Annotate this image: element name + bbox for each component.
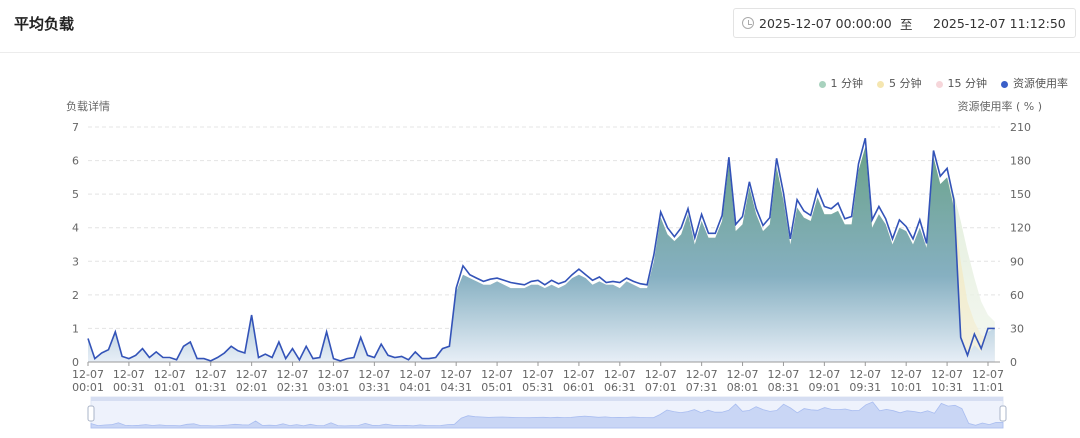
- usage-line: [87, 137, 995, 362]
- x-tick-label: 12-07: [767, 368, 799, 381]
- x-tick-label: 12-07: [890, 368, 922, 381]
- range-start-input[interactable]: 2025-12-07 00:00:00: [759, 15, 892, 31]
- x-tick-label: 12-07: [808, 368, 840, 381]
- x-tick-label: 07:01: [645, 381, 677, 394]
- left-axis-name: 负载详情: [66, 99, 110, 113]
- x-tick-label: 12-07: [563, 368, 595, 381]
- range-end-input[interactable]: 2025-12-07 11:12:50: [933, 15, 1066, 31]
- range-separator: 至: [900, 16, 913, 32]
- x-tick-label: 06:31: [604, 381, 636, 394]
- x-tick-label: 11:01: [972, 381, 1004, 394]
- x-tick-label: 10:31: [931, 381, 963, 394]
- legend-label: 5 分钟: [889, 77, 922, 90]
- x-tick-label: 12-07: [645, 368, 677, 381]
- x-tick-label: 12-07: [727, 368, 759, 381]
- legend-item-usage[interactable]: 资源使用率: [1001, 75, 1068, 91]
- y-left-tick-label: 7: [72, 121, 79, 134]
- legend-label: 15 分钟: [947, 77, 988, 90]
- chart-legend: 1 分钟 5 分钟 15 分钟 资源使用率: [818, 75, 1068, 91]
- x-tick-label: 12-07: [399, 368, 431, 381]
- x-tick-label: 04:31: [440, 381, 472, 394]
- legend-item-load5[interactable]: 5 分钟: [877, 75, 922, 91]
- y-right-tick-label: 90: [1010, 255, 1024, 268]
- x-tick-label: 06:01: [563, 381, 595, 394]
- x-tick-label: 08:31: [768, 381, 800, 394]
- y-left-tick-label: 6: [72, 155, 79, 168]
- y-left-tick-label: 3: [72, 255, 79, 268]
- x-tick-label: 12-07: [604, 368, 636, 381]
- legend-item-load15[interactable]: 15 分钟: [935, 75, 988, 91]
- x-tick-label: 02:31: [277, 381, 309, 394]
- x-tick-label: 12-07: [686, 368, 718, 381]
- legend-dot-icon: [877, 80, 884, 88]
- x-tick-label: 12-07: [236, 368, 268, 381]
- y-left-tick-label: 4: [72, 222, 79, 235]
- legend-item-load1[interactable]: 1 分钟: [818, 75, 864, 91]
- x-tick-label: 05:31: [522, 381, 554, 394]
- x-tick-label: 01:01: [154, 381, 186, 394]
- x-tick-label: 12-07: [972, 368, 1004, 381]
- zoom-preview-area: [90, 401, 1004, 429]
- x-tick-label: 12-07: [113, 368, 145, 381]
- zoom-slider-bar: [91, 397, 1003, 401]
- x-tick-label: 12-07: [317, 368, 349, 381]
- y-right-tick-label: 0: [1010, 356, 1017, 369]
- x-tick-label: 12-07: [72, 368, 104, 381]
- x-tick-label: 12-07: [931, 368, 963, 381]
- x-tick-label: 07:31: [686, 381, 718, 394]
- x-tick-label: 09:31: [849, 381, 881, 394]
- x-tick-label: 12-07: [358, 368, 390, 381]
- x-tick-label: 00:31: [113, 381, 145, 394]
- x-tick-label: 09:01: [809, 381, 841, 394]
- legend-dot-icon: [818, 80, 826, 88]
- y-left-tick-label: 0: [72, 356, 79, 369]
- page-title: 平均负载: [14, 15, 75, 33]
- legend-dot-icon: [1001, 80, 1008, 88]
- x-tick-label: 02:01: [236, 381, 268, 394]
- y-right-tick-label: 120: [1010, 222, 1031, 235]
- x-tick-label: 12-07: [481, 368, 513, 381]
- x-tick-label: 12-07: [154, 368, 186, 381]
- zoom-handle-left[interactable]: [87, 405, 95, 422]
- x-tick-label: 12-07: [522, 368, 554, 381]
- x-tick-label: 03:01: [318, 381, 350, 394]
- date-range-picker[interactable]: 2025-12-07 00:00:00 至 2025-12-07 11:12:5…: [733, 8, 1076, 38]
- y-right-tick-label: 150: [1010, 188, 1031, 201]
- x-tick-label: 01:31: [195, 381, 227, 394]
- y-right-tick-label: 210: [1010, 121, 1031, 134]
- y-right-tick-label: 30: [1010, 322, 1024, 335]
- right-axis-name: 资源使用率 ( % ): [957, 99, 1042, 113]
- x-tick-label: 12-07: [849, 368, 881, 381]
- x-tick-label: 04:01: [399, 381, 431, 394]
- x-tick-label: 03:31: [359, 381, 391, 394]
- legend-label: 资源使用率: [1013, 77, 1068, 90]
- zoom-handle-right[interactable]: [999, 405, 1007, 422]
- x-tick-label: 08:01: [727, 381, 759, 394]
- header-divider: [0, 52, 1080, 53]
- y-left-tick-label: 2: [72, 289, 79, 302]
- clock-icon: [742, 17, 754, 29]
- load-1min-area: [88, 147, 995, 362]
- x-tick-label: 12-07: [277, 368, 309, 381]
- x-tick-label: 10:01: [890, 381, 922, 394]
- y-right-tick-label: 60: [1010, 289, 1024, 302]
- x-tick-label: 12-07: [195, 368, 227, 381]
- legend-dot-icon: [935, 80, 943, 88]
- legend-label: 1 分钟: [830, 77, 864, 90]
- y-right-tick-label: 180: [1010, 155, 1031, 168]
- y-left-tick-label: 1: [72, 322, 79, 335]
- x-tick-label: 00:01: [72, 381, 104, 394]
- y-left-tick-label: 5: [72, 188, 79, 201]
- x-tick-label: 12-07: [440, 368, 472, 381]
- x-tick-label: 05:01: [481, 381, 513, 394]
